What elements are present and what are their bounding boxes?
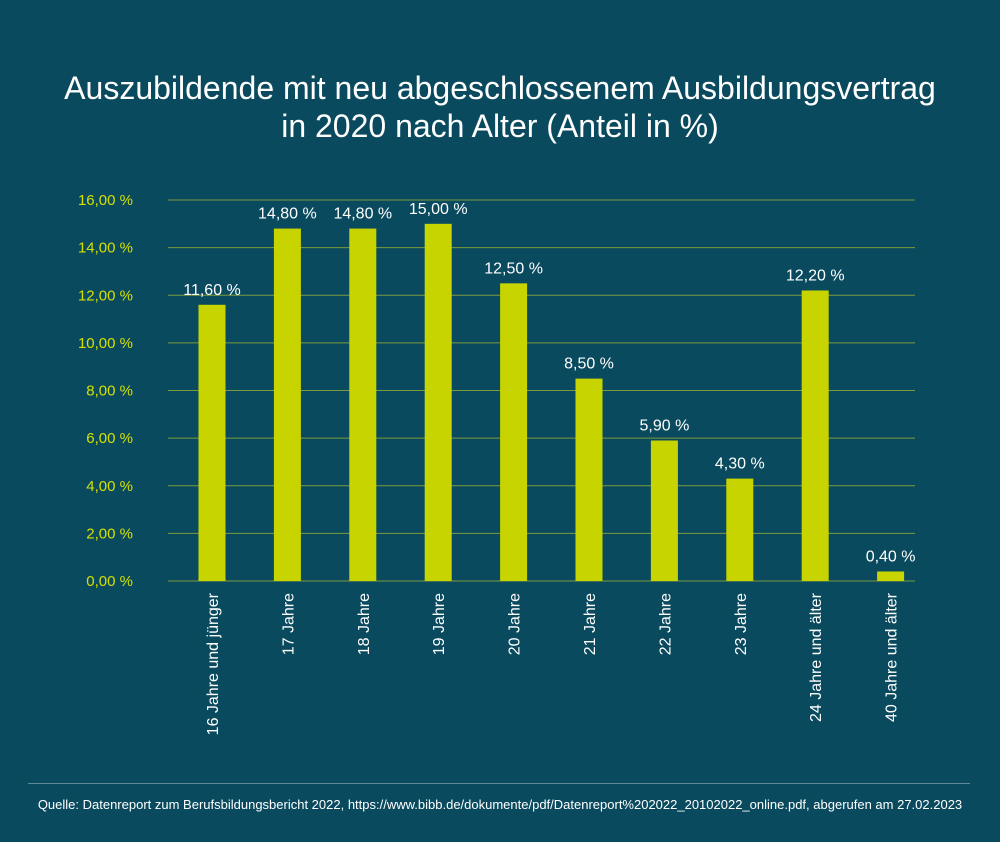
data-label: 5,90 % xyxy=(639,418,689,435)
data-label: 12,20 % xyxy=(786,267,845,284)
chart-title-line-1: Auszubildende mit neu abgeschlossenem Au… xyxy=(64,70,936,107)
y-tick-label: 10,00 % xyxy=(78,335,133,352)
data-label: 0,40 % xyxy=(866,548,916,565)
chart-title: Auszubildende mit neu abgeschlossenem Au… xyxy=(20,69,980,145)
y-tick-label: 6,00 % xyxy=(86,430,133,447)
data-label: 15,00 % xyxy=(409,201,468,218)
data-label: 8,50 % xyxy=(564,356,614,373)
bar xyxy=(424,223,452,581)
bar xyxy=(877,571,905,581)
bar xyxy=(726,478,754,581)
y-tick-label: 0,00 % xyxy=(86,573,133,590)
data-label: 14,80 % xyxy=(333,206,392,223)
x-tick-label: 40 Jahre und älter xyxy=(884,592,901,722)
bar xyxy=(801,290,829,581)
bar xyxy=(650,440,678,581)
bar xyxy=(273,228,301,581)
bar xyxy=(575,378,603,581)
y-tick-label: 8,00 % xyxy=(86,383,133,400)
y-tick-label: 2,00 % xyxy=(86,525,133,542)
x-tick-label: 22 Jahre xyxy=(657,593,674,655)
y-tick-label: 14,00 % xyxy=(78,240,133,257)
data-label: 4,30 % xyxy=(715,456,765,473)
x-tick-label: 16 Jahre und jünger xyxy=(205,592,222,735)
data-label: 14,80 % xyxy=(258,206,317,223)
data-label: 11,60 % xyxy=(183,282,241,299)
x-tick-label: 21 Jahre xyxy=(582,593,599,655)
x-tick-label: 19 Jahre xyxy=(431,593,448,655)
bar-chart: 0,00 % 2,00 % 4,00 % 6,00 % 8,00 % 10,00 % 12,… xyxy=(78,192,916,735)
y-tick-label: 12,00 % xyxy=(78,287,133,304)
bar xyxy=(198,304,226,581)
x-tick-label: 20 Jahre xyxy=(507,593,524,655)
chart-title-line-2: in 2020 nach Alter (Anteil in %) xyxy=(281,108,719,145)
footer-divider xyxy=(28,783,970,784)
x-tick-label: 17 Jahre xyxy=(280,593,297,655)
y-tick-label: 16,00 % xyxy=(78,192,133,209)
x-tick-label: 23 Jahre xyxy=(733,593,750,655)
data-label: 12,50 % xyxy=(484,260,543,277)
x-tick-label: 24 Jahre und älter xyxy=(808,592,825,722)
x-tick-label: 18 Jahre xyxy=(356,593,373,655)
y-tick-label: 4,00 % xyxy=(86,478,133,495)
bar xyxy=(349,228,377,581)
source-note: Quelle: Datenreport zum Berufsbildungsbe… xyxy=(37,797,963,812)
bar xyxy=(500,283,528,581)
